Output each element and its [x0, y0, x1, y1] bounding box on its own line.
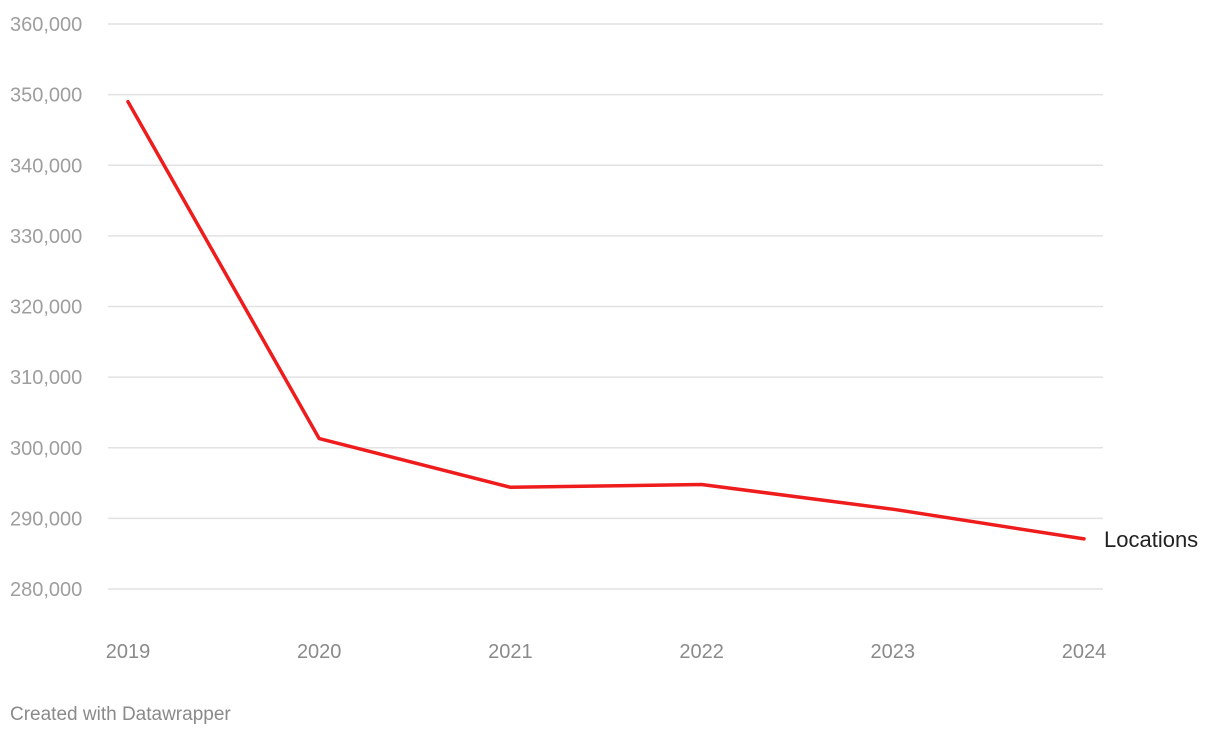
footer-credit: Created with Datawrapper: [10, 704, 231, 725]
y-tick-label: 350,000: [10, 85, 82, 107]
gridlines: [108, 23, 1103, 590]
x-tick-label: 2019: [106, 641, 151, 663]
y-tick-label: 280,000: [10, 579, 82, 601]
x-tick-label: 2024: [1062, 641, 1107, 663]
series-layer: Locations: [126, 99, 1198, 552]
y-tick-label: 320,000: [10, 297, 82, 319]
series-line: [126, 99, 1086, 541]
y-tick-label: 300,000: [10, 438, 82, 460]
x-tick-label: 2022: [679, 641, 724, 663]
y-tick-label: 290,000: [10, 508, 82, 530]
x-tick-label: 2020: [297, 641, 342, 663]
y-tick-label: 330,000: [10, 226, 82, 248]
y-tick-label: 360,000: [10, 14, 82, 36]
y-tick-label: 340,000: [10, 155, 82, 177]
x-tick-label: 2021: [488, 641, 533, 663]
x-axis: 2019 2020 2021 2022 2023 2024: [106, 641, 1107, 663]
series-label: Locations: [1104, 527, 1198, 552]
y-axis: 280,000 290,000 300,000 310,000 320,000 330,0…: [10, 14, 82, 601]
y-tick-label: 310,000: [10, 367, 82, 389]
x-tick-label: 2023: [871, 641, 916, 663]
